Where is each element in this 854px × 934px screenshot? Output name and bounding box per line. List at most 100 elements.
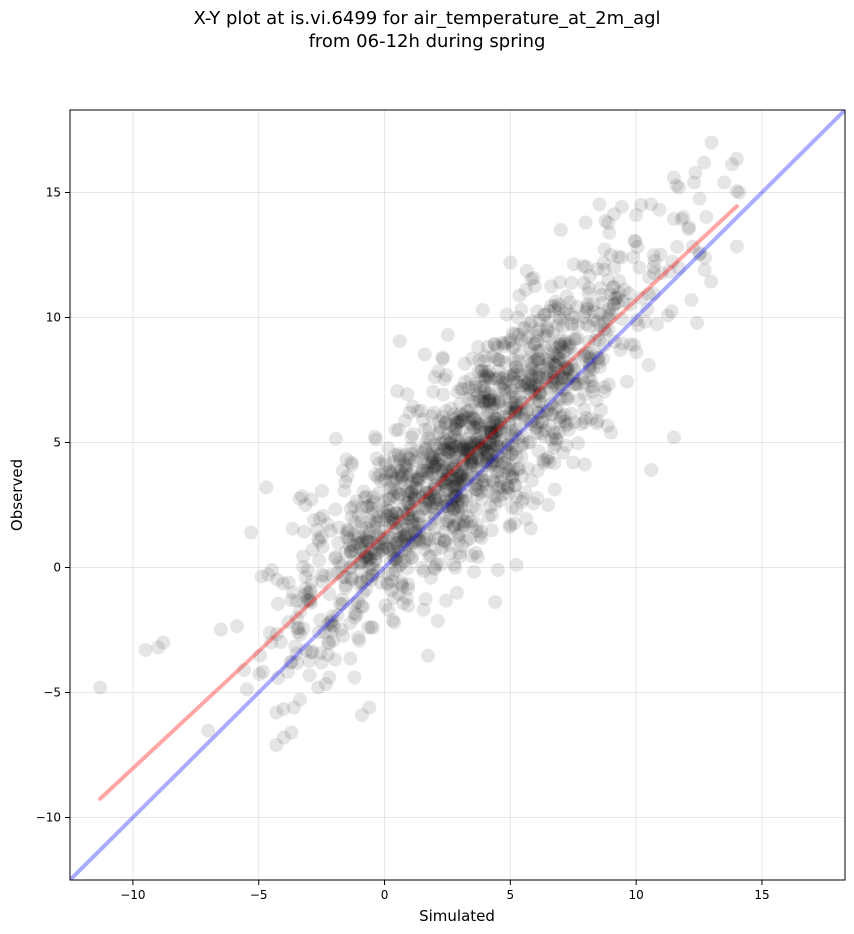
data-point	[454, 486, 469, 501]
data-point	[487, 337, 502, 352]
data-point	[502, 385, 517, 400]
data-point	[582, 319, 597, 334]
data-point	[412, 471, 427, 486]
data-point	[356, 534, 371, 548]
data-point	[297, 524, 312, 539]
data-point	[438, 499, 453, 513]
data-point	[390, 491, 405, 506]
data-point	[404, 538, 419, 553]
data-point	[547, 456, 562, 471]
data-point	[566, 310, 581, 325]
data-point	[540, 370, 555, 385]
data-point	[532, 394, 547, 409]
data-point	[378, 472, 393, 487]
data-point	[614, 250, 629, 265]
data-point	[471, 452, 486, 467]
data-point	[151, 640, 166, 655]
data-point	[461, 380, 476, 395]
data-point	[486, 438, 501, 453]
data-point	[400, 470, 415, 485]
data-point	[344, 545, 359, 560]
data-point	[465, 500, 480, 515]
data-point	[472, 394, 487, 409]
data-point	[510, 374, 525, 389]
data-point	[350, 595, 365, 609]
data-point	[391, 422, 406, 437]
data-point	[644, 463, 659, 477]
data-point	[512, 347, 527, 362]
data-point	[546, 425, 561, 440]
data-point	[478, 349, 493, 364]
data-point	[534, 415, 549, 430]
data-point	[482, 371, 497, 386]
data-point	[591, 351, 606, 366]
data-point	[312, 511, 327, 526]
data-point	[410, 476, 425, 491]
data-point	[500, 438, 515, 453]
data-point	[468, 545, 483, 560]
data-point	[313, 613, 328, 627]
data-point	[487, 425, 502, 440]
data-point	[400, 496, 415, 511]
data-point	[419, 486, 434, 501]
data-point	[445, 462, 460, 477]
data-point	[529, 426, 544, 441]
data-point	[594, 287, 609, 302]
data-point	[604, 425, 618, 440]
data-point	[504, 445, 519, 460]
regression-line	[98, 204, 739, 801]
data-point	[576, 259, 591, 273]
data-point	[482, 417, 497, 431]
data-point	[611, 249, 626, 264]
data-point	[436, 387, 451, 402]
data-point	[464, 440, 479, 455]
data-point	[506, 367, 521, 382]
data-point	[628, 234, 643, 249]
data-point	[469, 502, 484, 517]
data-point	[361, 620, 376, 635]
data-point	[544, 380, 559, 395]
data-point	[259, 480, 274, 495]
data-point	[435, 500, 450, 515]
data-point	[276, 576, 291, 591]
data-point	[519, 404, 534, 419]
data-point	[357, 545, 372, 560]
data-point	[568, 358, 583, 373]
data-point	[654, 266, 669, 281]
data-point	[443, 492, 458, 507]
data-point	[615, 336, 630, 351]
data-point	[492, 422, 507, 437]
data-point	[579, 317, 594, 331]
data-point	[388, 552, 403, 567]
data-point	[485, 457, 500, 472]
data-point	[406, 427, 420, 442]
grid-lines	[70, 110, 845, 880]
data-point	[460, 442, 475, 457]
data-point	[617, 282, 632, 297]
data-point	[404, 475, 419, 490]
data-point	[464, 402, 479, 417]
data-point	[461, 410, 476, 425]
data-point	[356, 484, 371, 499]
data-point	[604, 248, 618, 262]
data-point	[523, 367, 538, 382]
data-point	[454, 413, 469, 428]
data-point	[491, 481, 506, 495]
data-point	[470, 431, 485, 446]
data-point	[385, 474, 400, 489]
data-point	[455, 539, 470, 553]
data-point	[560, 360, 575, 375]
data-point	[350, 536, 365, 551]
data-point	[281, 615, 296, 630]
data-point	[374, 474, 389, 489]
data-point	[506, 405, 521, 420]
data-point	[566, 369, 581, 384]
data-point	[481, 509, 496, 524]
data-point	[549, 372, 564, 387]
data-point	[418, 500, 433, 515]
data-point	[303, 583, 318, 598]
data-point	[451, 516, 466, 531]
data-point	[491, 450, 506, 464]
data-point	[593, 403, 608, 417]
data-point	[428, 477, 443, 492]
